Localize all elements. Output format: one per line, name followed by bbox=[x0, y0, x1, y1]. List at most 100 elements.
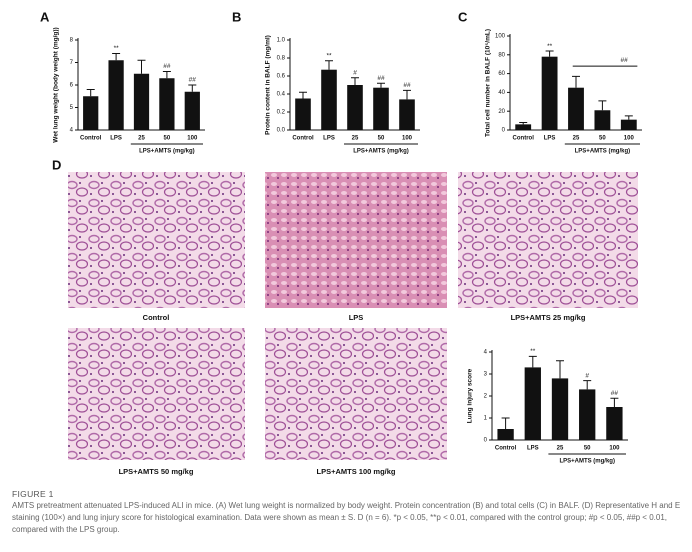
x-tick-label: 100 bbox=[187, 136, 198, 142]
y-tick-label: 4 bbox=[484, 350, 488, 356]
error-bar bbox=[112, 53, 121, 61]
bar bbox=[620, 119, 637, 130]
x-tick-label: 25 bbox=[352, 136, 359, 142]
histology-image bbox=[68, 172, 245, 308]
histology-image bbox=[458, 172, 638, 308]
error-bar bbox=[519, 121, 528, 125]
x-tick-label: Control bbox=[495, 446, 517, 452]
y-tick-label: 0 bbox=[484, 438, 488, 444]
y-tick-label: 2 bbox=[484, 394, 488, 400]
bar bbox=[347, 85, 363, 130]
bar bbox=[373, 87, 389, 130]
error-bar bbox=[162, 71, 171, 79]
y-tick-label: 8 bbox=[70, 38, 74, 44]
panel-letter: C bbox=[458, 9, 468, 24]
significance-label: ** bbox=[114, 45, 120, 52]
error-bar bbox=[583, 380, 592, 390]
y-tick-label: 20 bbox=[498, 109, 505, 115]
group-annotation: ## bbox=[621, 57, 629, 64]
error-bar bbox=[572, 75, 580, 88]
error-bar bbox=[598, 100, 607, 111]
bar bbox=[399, 99, 415, 130]
error-bar bbox=[137, 59, 146, 74]
y-tick-label: 3 bbox=[484, 372, 488, 378]
bar bbox=[133, 73, 150, 130]
y-tick-label: 0.4 bbox=[277, 92, 286, 98]
bar bbox=[594, 110, 611, 130]
y-axis-label: Wet lung weight (body weight (mg/g)) bbox=[53, 27, 60, 142]
significance-label: ** bbox=[530, 348, 536, 355]
significance-label: ## bbox=[377, 75, 385, 82]
y-tick-label: 0.8 bbox=[277, 56, 286, 62]
image-label: LPS bbox=[349, 313, 364, 322]
bar bbox=[524, 367, 541, 440]
y-tick-label: 0 bbox=[502, 128, 506, 134]
y-tick-label: 6 bbox=[70, 83, 74, 89]
x-tick-label: 25 bbox=[557, 446, 564, 452]
panel-letter: D bbox=[52, 157, 61, 172]
x-tick-label: Control bbox=[513, 136, 535, 142]
significance-label: ## bbox=[403, 82, 411, 89]
error-bar bbox=[188, 84, 197, 92]
error-bar bbox=[545, 50, 554, 57]
significance-label: ** bbox=[326, 52, 332, 59]
caption-title: FIGURE 1 bbox=[12, 489, 54, 499]
x-tick-label: LPS bbox=[544, 136, 556, 142]
x-tick-label: 50 bbox=[164, 136, 171, 142]
x-tick-label: 100 bbox=[402, 136, 413, 142]
y-tick-label: 1.0 bbox=[277, 38, 286, 44]
bar bbox=[497, 429, 514, 440]
error-bar bbox=[377, 82, 385, 88]
x-tick-label: LPS bbox=[527, 446, 539, 452]
panel-letter: A bbox=[40, 9, 50, 24]
y-tick-label: 100 bbox=[495, 34, 506, 40]
x-tick-label: 50 bbox=[584, 446, 591, 452]
x-tick-label: 50 bbox=[599, 136, 606, 142]
error-bar bbox=[610, 397, 619, 407]
y-tick-label: 4 bbox=[70, 128, 74, 134]
caption-text: AMTS pretreatment attenuated LPS-induced… bbox=[12, 501, 681, 534]
x-tick-label: 100 bbox=[609, 446, 620, 452]
bar bbox=[551, 378, 569, 440]
significance-label: ## bbox=[611, 390, 619, 397]
error-bar bbox=[299, 91, 307, 99]
bar bbox=[568, 87, 584, 130]
significance-label: ## bbox=[189, 77, 197, 84]
histology-image bbox=[68, 328, 245, 460]
image-label: LPS+AMTS 25 mg/kg bbox=[511, 313, 586, 322]
bar bbox=[321, 69, 337, 130]
image-label: LPS+AMTS 50 mg/kg bbox=[119, 467, 194, 476]
panel-letter: B bbox=[232, 9, 241, 24]
error-bar bbox=[528, 355, 537, 368]
group-label: LPS+AMTS (mg/kg) bbox=[139, 149, 195, 155]
y-tick-label: 1 bbox=[484, 416, 488, 422]
significance-label: # bbox=[585, 372, 589, 379]
x-tick-label: LPS bbox=[323, 136, 335, 142]
figure-graphics: D Control LPS LPS+AMTS 25 mg/kg LPS+AMTS… bbox=[40, 9, 642, 476]
bar bbox=[159, 78, 175, 130]
error-bar bbox=[86, 89, 95, 97]
y-tick-label: 5 bbox=[70, 105, 74, 111]
x-tick-label: 50 bbox=[378, 136, 385, 142]
image-label: Control bbox=[143, 313, 170, 322]
bar bbox=[606, 407, 623, 440]
y-tick-label: 7 bbox=[70, 60, 74, 66]
x-tick-label: LPS bbox=[110, 136, 122, 142]
error-bar bbox=[556, 360, 564, 379]
group-label: LPS+AMTS (mg/kg) bbox=[575, 149, 631, 155]
x-tick-label: 25 bbox=[573, 136, 580, 142]
group-label: LPS+AMTS (mg/kg) bbox=[559, 459, 615, 465]
bar bbox=[515, 124, 532, 130]
y-axis-label: Lung injury score bbox=[467, 368, 474, 423]
group-label: LPS+AMTS (mg/kg) bbox=[353, 149, 409, 155]
histology-image bbox=[265, 328, 447, 460]
histology-image bbox=[265, 172, 447, 308]
image-label: LPS+AMTS 100 mg/kg bbox=[317, 467, 396, 476]
bar bbox=[184, 91, 200, 130]
x-tick-label: 25 bbox=[138, 136, 145, 142]
x-tick-label: 100 bbox=[624, 136, 635, 142]
y-tick-label: 40 bbox=[498, 90, 505, 96]
error-bar bbox=[403, 89, 411, 100]
y-tick-label: 0.2 bbox=[277, 110, 286, 116]
